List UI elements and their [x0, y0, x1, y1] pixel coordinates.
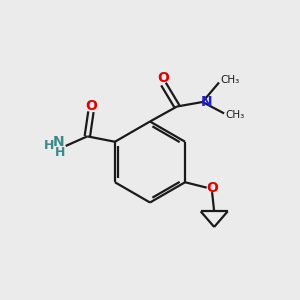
- Text: CH₃: CH₃: [221, 75, 240, 85]
- Text: H: H: [55, 146, 65, 159]
- Text: N: N: [52, 135, 64, 149]
- Text: CH₃: CH₃: [226, 110, 245, 120]
- Text: N: N: [201, 95, 212, 109]
- Text: O: O: [158, 71, 169, 85]
- Text: H: H: [44, 140, 54, 152]
- Text: O: O: [206, 181, 218, 195]
- Text: O: O: [85, 99, 98, 113]
